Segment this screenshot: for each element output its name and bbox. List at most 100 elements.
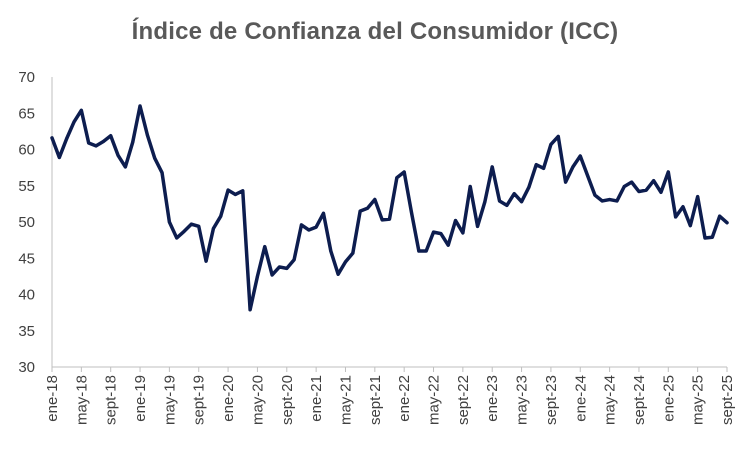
y-tick-label: 60: [18, 142, 35, 159]
y-tick-label: 50: [18, 214, 35, 231]
data-point: [586, 174, 590, 178]
data-point: [439, 232, 443, 236]
y-tick-label: 30: [18, 359, 35, 376]
data-point: [277, 265, 281, 269]
data-point: [138, 104, 142, 108]
data-point: [123, 165, 127, 169]
x-tick-label: sept-23: [543, 375, 560, 425]
data-point: [468, 184, 472, 188]
x-tick-label: ene-21: [308, 375, 325, 422]
x-tick-label: sept-22: [455, 375, 472, 425]
data-point: [454, 219, 458, 223]
x-tick-label: may-20: [249, 375, 266, 425]
data-point: [542, 166, 546, 170]
data-point: [336, 272, 340, 276]
data-point: [432, 230, 436, 234]
data-point: [417, 249, 421, 253]
data-point: [688, 224, 692, 228]
y-tick-label: 55: [18, 178, 35, 195]
data-point: [556, 134, 560, 138]
data-point: [270, 273, 274, 277]
data-point: [50, 136, 54, 140]
data-point: [321, 211, 325, 215]
data-point: [402, 170, 406, 174]
x-tick-label: ene-20: [220, 375, 237, 422]
data-point: [593, 193, 597, 197]
data-point: [483, 200, 487, 204]
data-point: [292, 258, 296, 262]
data-point: [520, 200, 524, 204]
x-tick-label: may-21: [337, 375, 354, 425]
x-tick-label: sept-25: [719, 375, 736, 425]
data-point: [446, 243, 450, 247]
x-tick-label: ene-24: [572, 375, 589, 422]
chart-title: Índice de Confianza del Consumidor (ICC): [131, 18, 619, 45]
y-tick-label: 45: [18, 250, 35, 267]
data-point: [189, 222, 193, 226]
data-point: [211, 227, 215, 231]
data-point: [263, 245, 267, 249]
data-point: [79, 108, 83, 112]
data-point: [204, 259, 208, 263]
data-point: [534, 163, 538, 167]
data-point: [600, 199, 604, 203]
data-point: [578, 154, 582, 158]
data-point: [248, 308, 252, 312]
x-tick-label: may-25: [690, 375, 707, 425]
data-point: [395, 176, 399, 180]
x-tick-label: sept-19: [191, 375, 208, 425]
data-point: [351, 251, 355, 255]
data-point: [241, 189, 245, 193]
data-point: [622, 184, 626, 188]
x-tick-label: may-19: [161, 375, 178, 425]
data-point: [109, 134, 113, 138]
data-point: [674, 215, 678, 219]
x-tick-label: ene-22: [396, 375, 413, 422]
data-point: [666, 170, 670, 174]
data-point: [182, 229, 186, 233]
data-point: [718, 214, 722, 218]
data-point: [145, 133, 149, 137]
data-point: [388, 217, 391, 221]
data-point: [512, 192, 516, 196]
data-point: [57, 155, 61, 159]
data-point: [725, 221, 729, 225]
data-point: [131, 140, 135, 144]
data-point: [160, 171, 164, 175]
data-point: [659, 190, 663, 194]
data-point: [373, 198, 377, 202]
data-point: [219, 214, 223, 218]
x-tick-label: sept-18: [103, 375, 120, 425]
data-point: [299, 223, 303, 227]
data-point: [410, 211, 414, 215]
data-point: [175, 236, 179, 240]
x-tick-label: sept-20: [279, 375, 296, 425]
x-tick-label: sept-21: [367, 375, 384, 425]
data-point: [652, 179, 656, 183]
data-point: [571, 165, 575, 169]
data-point: [630, 180, 634, 184]
x-tick-label: may-22: [426, 375, 443, 425]
data-point: [314, 225, 318, 229]
data-point: [72, 120, 76, 124]
data-point: [226, 188, 230, 192]
data-point: [358, 209, 362, 213]
data-point: [101, 140, 105, 144]
x-tick-label: may-24: [602, 375, 619, 425]
data-point: [644, 188, 648, 192]
x-tick-label: ene-25: [660, 375, 677, 422]
data-point: [681, 205, 685, 209]
data-point: [498, 199, 502, 203]
data-point: [167, 220, 171, 224]
data-point: [380, 218, 384, 222]
series-line-icc: [50, 104, 729, 312]
x-tick-label: may-18: [73, 375, 90, 425]
data-point: [153, 156, 157, 160]
data-point: [116, 153, 120, 157]
data-point: [329, 249, 333, 253]
data-point: [696, 195, 700, 199]
x-tick-label: sept-24: [631, 375, 648, 425]
x-tick-label: may-23: [514, 375, 531, 425]
data-point: [343, 260, 347, 264]
